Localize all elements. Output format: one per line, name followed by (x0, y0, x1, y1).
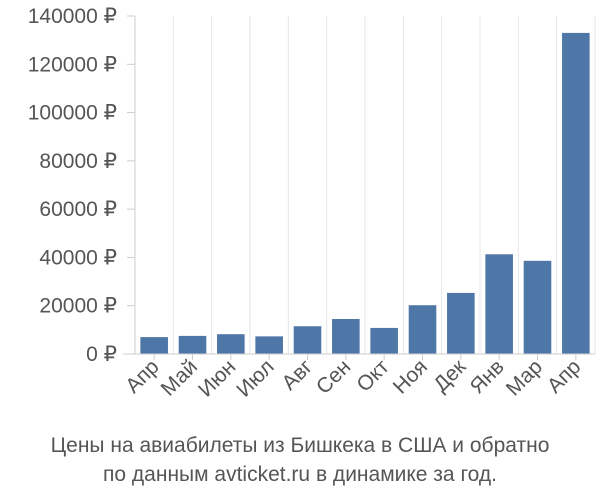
bar-3 (217, 334, 245, 354)
bar-chart: 0 ₽ 20000 ₽ 40000 ₽ 60000 ₽ 80000 ₽ 100000 ₽ 1… (28, 5, 596, 402)
x-tick-label: Апр (121, 355, 163, 397)
bar-7 (370, 327, 398, 354)
y-tick-label: 60000 ₽ (39, 198, 117, 221)
bar-11 (523, 260, 552, 354)
x-tick-label: Авг (278, 355, 318, 395)
x-tick-label: Ноя (389, 355, 432, 398)
chart-axes (123, 15, 595, 360)
x-tick-label: Июн (194, 355, 240, 401)
bar-2 (178, 335, 207, 354)
bar-1 (140, 337, 168, 354)
chart-grid (134, 16, 596, 354)
y-tick-label: 40000 ₽ (39, 246, 117, 269)
bar-5 (293, 326, 322, 354)
y-tick-label: 120000 ₽ (28, 53, 117, 76)
bar-6 (332, 318, 360, 354)
y-axis-labels: 0 ₽ 20000 ₽ 40000 ₽ 60000 ₽ 80000 ₽ 100000 ₽ 1… (28, 5, 117, 366)
y-tick-label: 140000 ₽ (28, 5, 117, 28)
x-tick-label: Май (157, 355, 202, 400)
chart-bars (140, 32, 590, 355)
x-tick-label: Сен (312, 355, 355, 398)
y-tick-label: 100000 ₽ (28, 102, 117, 125)
x-tick-label: Янв (466, 355, 509, 398)
bar-8 (408, 305, 437, 354)
y-tick-label: 20000 ₽ (39, 295, 117, 318)
x-tick-label: Мар (502, 355, 547, 400)
bar-9 (447, 292, 475, 354)
x-tick-label: Окт (352, 355, 394, 397)
bar-12 (562, 32, 590, 355)
y-tick-label: 80000 ₽ (39, 150, 117, 173)
chart-caption: Цены на авиабилеты из Бишкека в США и об… (0, 431, 600, 489)
caption-line-2: по данным avticket.ru в динамике за год. (103, 463, 497, 486)
bar-10 (485, 254, 513, 354)
x-tick-label: Апр (543, 355, 585, 397)
y-tick-label: 0 ₽ (86, 343, 117, 366)
bar-4 (255, 336, 283, 354)
x-tick-label: Дек (429, 355, 471, 397)
x-tick-label: Июл (232, 355, 278, 401)
caption-line-1: Цены на авиабилеты из Бишкека в США и об… (50, 434, 550, 457)
